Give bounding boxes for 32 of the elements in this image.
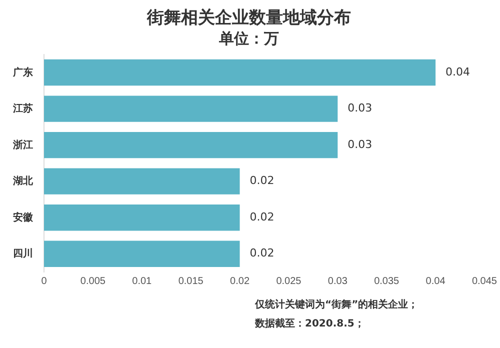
y-tick-label: 江苏 xyxy=(12,102,33,115)
chart-title: 街舞相关企业数量地域分布 xyxy=(146,8,351,27)
y-tick-label: 安徽 xyxy=(13,211,34,224)
x-tick-label: 0.04 xyxy=(426,276,446,287)
x-tick-label: 0.03 xyxy=(328,276,348,287)
x-tick-label: 0.01 xyxy=(132,276,152,287)
bar xyxy=(44,204,240,231)
data-label: 0.03 xyxy=(348,102,372,115)
data-label: 0.03 xyxy=(348,138,372,151)
bar xyxy=(44,240,240,267)
y-tick-label: 湖北 xyxy=(12,175,34,188)
x-tick-label: 0 xyxy=(41,276,48,287)
x-tick-label: 0.025 xyxy=(276,276,302,287)
text: 数据截至：2020.8.5； xyxy=(254,318,364,330)
chart-subtitle: 单位：万 xyxy=(218,30,279,48)
data-label: 0.02 xyxy=(250,174,274,188)
x-tick-label: 0.02 xyxy=(230,276,250,287)
data-label: 0.02 xyxy=(250,246,274,260)
data-label: 0.04 xyxy=(446,65,470,78)
x-tick-label: 0.035 xyxy=(374,276,400,287)
y-tick-label: 浙江 xyxy=(12,138,33,151)
bar xyxy=(44,96,338,122)
y-tick-label: 四川 xyxy=(13,248,33,260)
y-tick-label: 广东 xyxy=(12,66,33,78)
x-tick-label: 0.045 xyxy=(472,276,498,287)
x-tick-label: 0.015 xyxy=(178,276,204,287)
bar xyxy=(44,132,338,158)
bar xyxy=(44,59,436,86)
text: 仅统计关键词为“街舞”的相关企业； xyxy=(254,298,418,311)
x-tick-label: 0.005 xyxy=(80,276,106,287)
data-label: 0.02 xyxy=(250,210,274,224)
bar xyxy=(44,168,240,194)
